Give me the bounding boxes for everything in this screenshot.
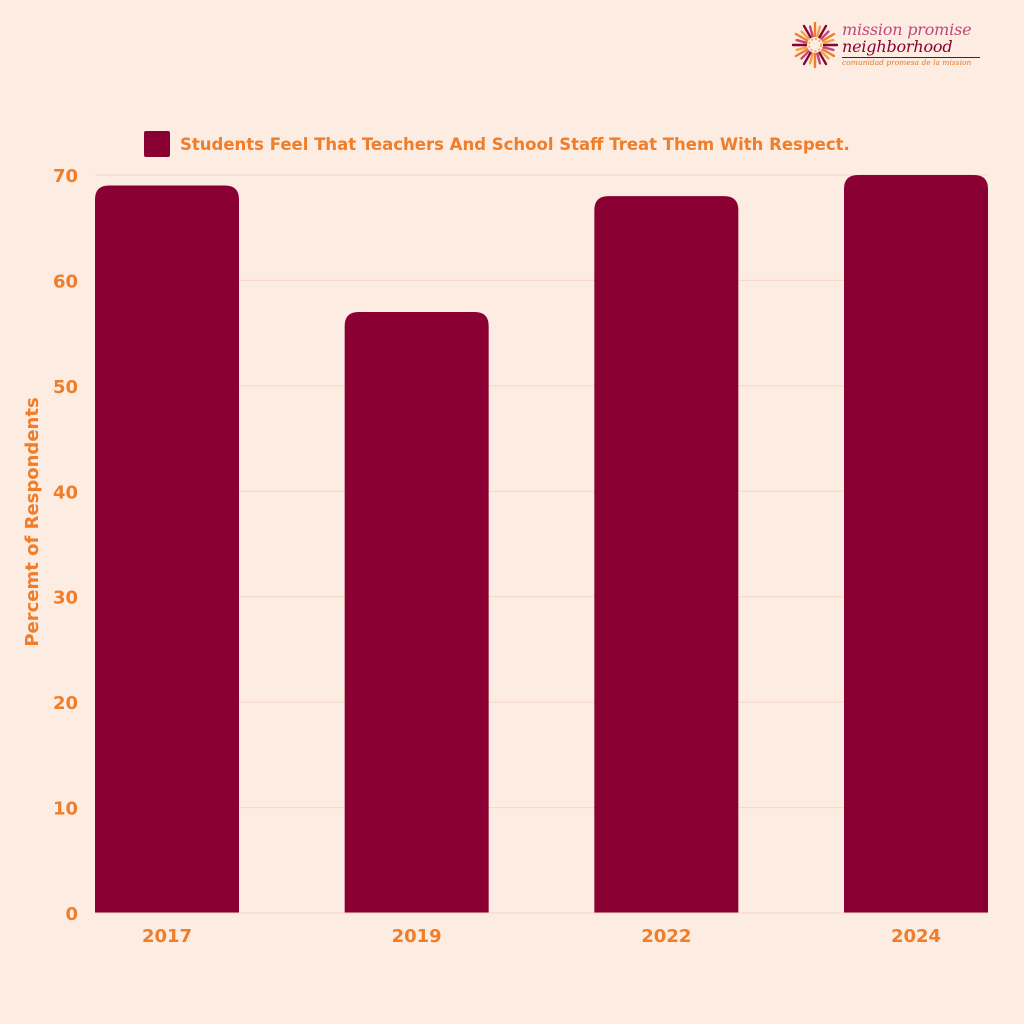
y-tick-label: 60 <box>53 271 78 292</box>
y-tick-label: 10 <box>53 799 78 820</box>
chart-legend: Students Feel That Teachers And School S… <box>144 130 850 158</box>
y-tick-label: 30 <box>53 588 78 609</box>
legend-swatch <box>144 131 170 157</box>
logo-line-1: mission promise <box>842 20 972 39</box>
y-tick-label: 0 <box>65 904 78 925</box>
bar-2022 <box>594 196 739 914</box>
bar-2024 <box>844 175 988 913</box>
x-tick-label: 2017 <box>142 926 192 947</box>
bar-2017 <box>95 185 239 914</box>
y-tick-label: 50 <box>53 377 78 398</box>
bars <box>95 175 988 914</box>
y-axis-label: Percemt of Respondents <box>22 397 43 646</box>
logo-divider <box>842 57 980 58</box>
x-tick-label: 2019 <box>392 926 442 947</box>
legend-label: Students Feel That Teachers And School S… <box>180 134 850 154</box>
sunburst-logo-icon <box>792 22 838 68</box>
axes: 0 10 20 30 40 50 60 70 2017 2019 2022 2024 <box>53 166 988 947</box>
logo-line-3: comunidad promesa de la mission <box>842 58 972 67</box>
x-tick-label: 2024 <box>891 926 941 947</box>
y-tick-label: 70 <box>53 166 78 187</box>
x-tick-label: 2022 <box>641 926 691 947</box>
y-tick-label: 40 <box>53 482 78 503</box>
y-tick-label: 20 <box>53 693 78 714</box>
bar-2019 <box>344 312 489 913</box>
logo-line-2: neighborhood <box>842 37 953 56</box>
logo: mission promise neighborhood comunidad p… <box>792 18 992 78</box>
